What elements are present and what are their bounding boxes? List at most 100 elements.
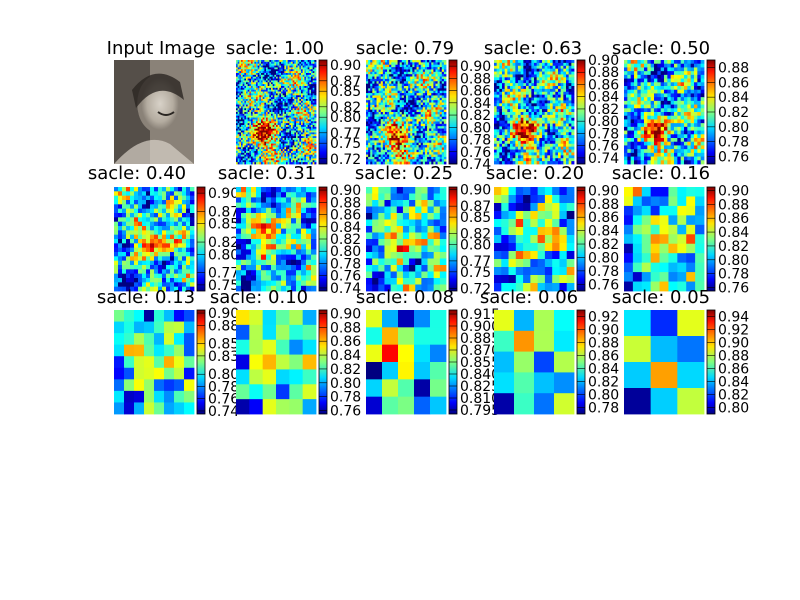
heatmap-image: [366, 187, 447, 292]
panel-4: sacle: 0.50 0.880.860.840.820.800.780.76: [612, 38, 749, 166]
colorbar: [196, 186, 206, 292]
colorbar-tick-label: 0.85: [208, 337, 239, 353]
colorbar-tick-label: 0.85: [208, 217, 239, 233]
colorbar: [448, 186, 458, 292]
colorbar-tick-label: 0.80: [718, 120, 749, 136]
colorbar-tick-label: 0.76: [208, 392, 239, 408]
colorbar-tick-label: 0.85: [460, 210, 491, 226]
panel-2: sacle: 0.790.900.880.860.840.820.800.780…: [356, 38, 491, 173]
colorbar-tick-label: 0.87: [208, 204, 239, 220]
colorbar-tick-label: 0.86: [588, 77, 619, 93]
colorbar-tick-label: 0.855: [460, 355, 500, 371]
colorbar-tick-label: 0.870: [460, 343, 500, 359]
colorbar-tick-label: 0.78: [588, 264, 619, 280]
colorbar-tick-label: 0.76: [460, 145, 491, 161]
colorbar-tick-label: 0.92: [588, 310, 619, 326]
heatmap-image: [494, 310, 575, 415]
panel-title: sacle: 0.63: [484, 38, 582, 59]
heatmap-image: [624, 310, 705, 415]
panel-12: sacle: 0.08 0.9150.9000.8850.8700.8550.84…: [356, 287, 500, 419]
colorbar-tick-label: 0.86: [718, 362, 749, 378]
heatmap-image: [494, 187, 575, 292]
colorbar-tick-label: 0.82: [588, 102, 619, 118]
colorbar-tick-label: 0.84: [718, 225, 749, 241]
heatmap-image: [114, 310, 195, 415]
colorbar-tick-label: 0.84: [330, 348, 361, 364]
colorbar: [448, 59, 458, 165]
colorbar-tick-label: 0.75: [330, 136, 361, 152]
colorbar-tick-label: 0.90: [330, 58, 361, 74]
colorbar-tick-label: 0.77: [460, 254, 491, 270]
colorbar-tick-label: 0.90: [588, 323, 619, 339]
colorbar-tick-label: 0.84: [460, 96, 491, 112]
colorbar-tick-label: 0.82: [330, 362, 361, 378]
colorbar-tick-label: 0.86: [718, 211, 749, 227]
colorbar-tick-label: 0.88: [588, 197, 619, 213]
panel-title: sacle: 1.00: [226, 38, 324, 59]
heatmap-image: [114, 187, 195, 292]
colorbar-tick-label: 0.84: [330, 220, 361, 236]
panel-title: sacle: 0.20: [486, 163, 584, 184]
colorbar-tick-label: 0.82: [588, 237, 619, 253]
panel-title: sacle: 0.05: [612, 287, 710, 308]
panel-5: sacle: 0.40 0.90 0.870.85 0.820.80 0.770.75: [88, 163, 239, 294]
colorbar-tick-label: 0.88: [588, 65, 619, 81]
panel-9: sacle: 0.16 0.900.880.860.840.820.800.780…: [612, 163, 749, 297]
colorbar-tick-label: 0.90: [718, 183, 749, 199]
colorbar-tick-label: 0.80: [718, 401, 749, 417]
colorbar-tick-label: 0.900: [460, 319, 500, 335]
colorbar-tick-label: 0.78: [208, 379, 239, 395]
heatmap-image: [624, 60, 705, 165]
colorbar-tick-label: 0.75: [460, 265, 491, 281]
colorbar: [318, 309, 328, 415]
colorbar-tick-label: 0.80: [330, 244, 361, 260]
panel-title: sacle: 0.25: [355, 163, 453, 184]
colorbar-tick-label: 0.85: [330, 84, 361, 100]
colorbar-tick-label: 0.80: [460, 237, 491, 253]
colorbar-tick-label: 0.840: [460, 367, 500, 383]
colorbar-tick-label: 0.86: [460, 84, 491, 100]
panel-title: sacle: 0.50: [612, 38, 710, 59]
panel-title: sacle: 0.31: [218, 163, 316, 184]
colorbar-tick-label: 0.80: [718, 253, 749, 269]
colorbar-tick-label: 0.76: [330, 404, 361, 420]
colorbar-tick-label: 0.80: [330, 376, 361, 392]
panel-0: Input Image: [107, 38, 216, 164]
colorbar: [576, 59, 586, 165]
colorbar-tick-label: 0.82: [588, 375, 619, 391]
colorbar-tick-label: 0.82: [460, 227, 491, 243]
colorbar-tick-label: 0.72: [330, 152, 361, 168]
colorbar-tick-label: 0.82: [718, 388, 749, 404]
colorbar-tick-label: 0.74: [588, 151, 619, 167]
heatmap-image: [236, 187, 317, 292]
colorbar-tick-label: 0.86: [588, 210, 619, 226]
colorbar-tick-label: 0.810: [460, 391, 500, 407]
panel-title: sacle: 0.06: [480, 287, 578, 308]
photo-hair: [132, 73, 184, 108]
colorbar-tick-label: 0.72: [460, 281, 491, 297]
colorbar-tick-label: 0.77: [330, 126, 361, 142]
panel-title: sacle: 0.16: [612, 163, 710, 184]
colorbar-tick-label: 0.80: [460, 120, 491, 136]
colorbar-tick-label: 0.80: [208, 247, 239, 263]
colorbar-tick-label: 0.88: [718, 60, 749, 76]
colorbar-tick-label: 0.75: [208, 278, 239, 294]
colorbar: [706, 186, 716, 292]
panel-title: sacle: 0.08: [356, 287, 454, 308]
panel-title: Input Image: [107, 38, 216, 59]
colorbar-tick-label: 0.83: [208, 349, 239, 365]
colorbar-tick-label: 0.82: [718, 105, 749, 121]
colorbar-tick-label: 0.795: [460, 403, 500, 419]
colorbar-tick-label: 0.86: [330, 208, 361, 224]
colorbar-tick-label: 0.76: [330, 269, 361, 285]
colorbar-tick-label: 0.76: [718, 150, 749, 166]
photo-shoulder: [114, 139, 194, 164]
colorbar-tick-label: 0.88: [460, 71, 491, 87]
panel-title: sacle: 0.13: [97, 287, 195, 308]
panel-11: sacle: 0.100.900.880.860.840.820.800.780…: [210, 287, 361, 420]
colorbar-tick-label: 0.78: [588, 126, 619, 142]
colorbar: [576, 186, 586, 292]
colorbar: [196, 309, 206, 415]
colorbar-tick-label: 0.78: [330, 390, 361, 406]
